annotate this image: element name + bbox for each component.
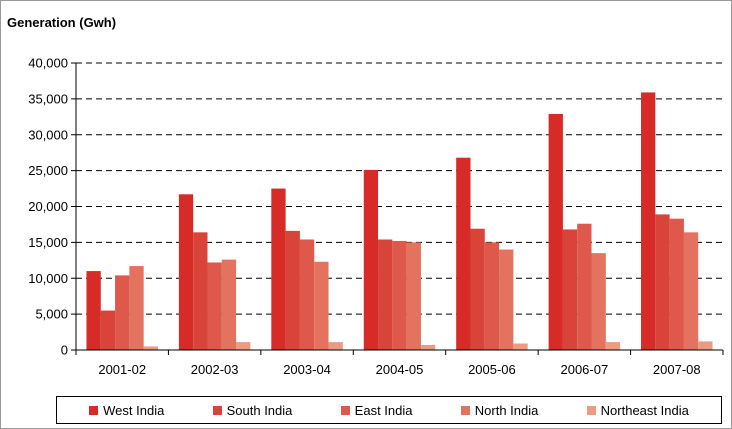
bar <box>562 229 578 350</box>
bar <box>285 230 300 350</box>
bar <box>548 113 563 350</box>
legend-swatch <box>460 405 470 415</box>
axes: 0 5,000 10,000 15,000 20,000 25,000 30,000 35,0… <box>28 56 724 377</box>
y-tick-label: 0 <box>61 343 68 358</box>
bar <box>363 169 379 350</box>
bar <box>314 261 329 350</box>
bar <box>328 342 343 350</box>
bar <box>236 342 251 350</box>
bar <box>655 214 670 350</box>
y-tick-label: 10,000 <box>28 271 68 286</box>
bar <box>513 343 528 350</box>
x-tick-label: 2003-04 <box>283 362 331 377</box>
y-tick-label: 25,000 <box>28 163 68 178</box>
bar <box>406 242 421 350</box>
y-tick-label: 15,000 <box>28 235 68 250</box>
x-tick-label: 2002-03 <box>191 362 239 377</box>
y-tick-label: 5,000 <box>35 307 68 322</box>
legend-swatch <box>89 405 99 415</box>
bar <box>221 259 237 350</box>
bar <box>456 157 471 350</box>
bar <box>207 262 222 350</box>
bar <box>143 346 158 350</box>
bar <box>178 194 194 350</box>
legend-entry: West India <box>89 403 164 418</box>
bar <box>193 232 208 350</box>
legend-entry: Northeast India <box>586 402 689 418</box>
bar <box>591 253 606 350</box>
legend: West India South India East India North Ind… <box>56 396 722 424</box>
bar <box>271 188 286 350</box>
bar <box>641 92 656 350</box>
x-tick-label: 2007-08 <box>653 362 701 377</box>
bar <box>129 266 144 350</box>
y-tick-label: 20,000 <box>28 199 68 214</box>
x-tick-label: 2004-05 <box>376 362 424 377</box>
bar <box>420 344 436 350</box>
legend-label: North India <box>474 402 539 418</box>
legend-entry: South India <box>212 402 293 418</box>
legend-swatch <box>340 405 350 415</box>
bar <box>100 310 116 350</box>
legend-label: West India <box>103 402 165 418</box>
bar <box>683 232 699 350</box>
bar <box>577 223 592 350</box>
x-tick-label: 2001-02 <box>98 362 146 377</box>
chart-title: Generation (Gwh) <box>7 15 117 30</box>
bar <box>86 271 101 350</box>
x-tick-label: 2006-07 <box>560 362 608 377</box>
legend-label: East India <box>354 402 413 418</box>
legend-entry: North India <box>460 402 539 418</box>
bar <box>669 218 684 350</box>
bar <box>299 239 315 350</box>
legend-label: South India <box>226 402 293 418</box>
x-tick-label: 2005-06 <box>468 362 516 377</box>
bar <box>392 240 407 350</box>
legend-swatch <box>586 405 596 415</box>
bar <box>698 341 713 350</box>
bar <box>499 249 514 350</box>
y-tick-label: 40,000 <box>28 56 68 71</box>
legend-label: Northeast India <box>600 402 689 418</box>
bar <box>470 228 485 350</box>
bars <box>86 92 713 350</box>
bar <box>378 239 393 350</box>
y-tick-label: 35,000 <box>28 91 68 106</box>
y-tick-label: 30,000 <box>28 127 68 142</box>
bar <box>484 242 500 350</box>
bar <box>115 275 130 350</box>
legend-entry: East India <box>340 402 413 418</box>
legend-swatch <box>212 405 222 415</box>
bar <box>605 342 621 350</box>
